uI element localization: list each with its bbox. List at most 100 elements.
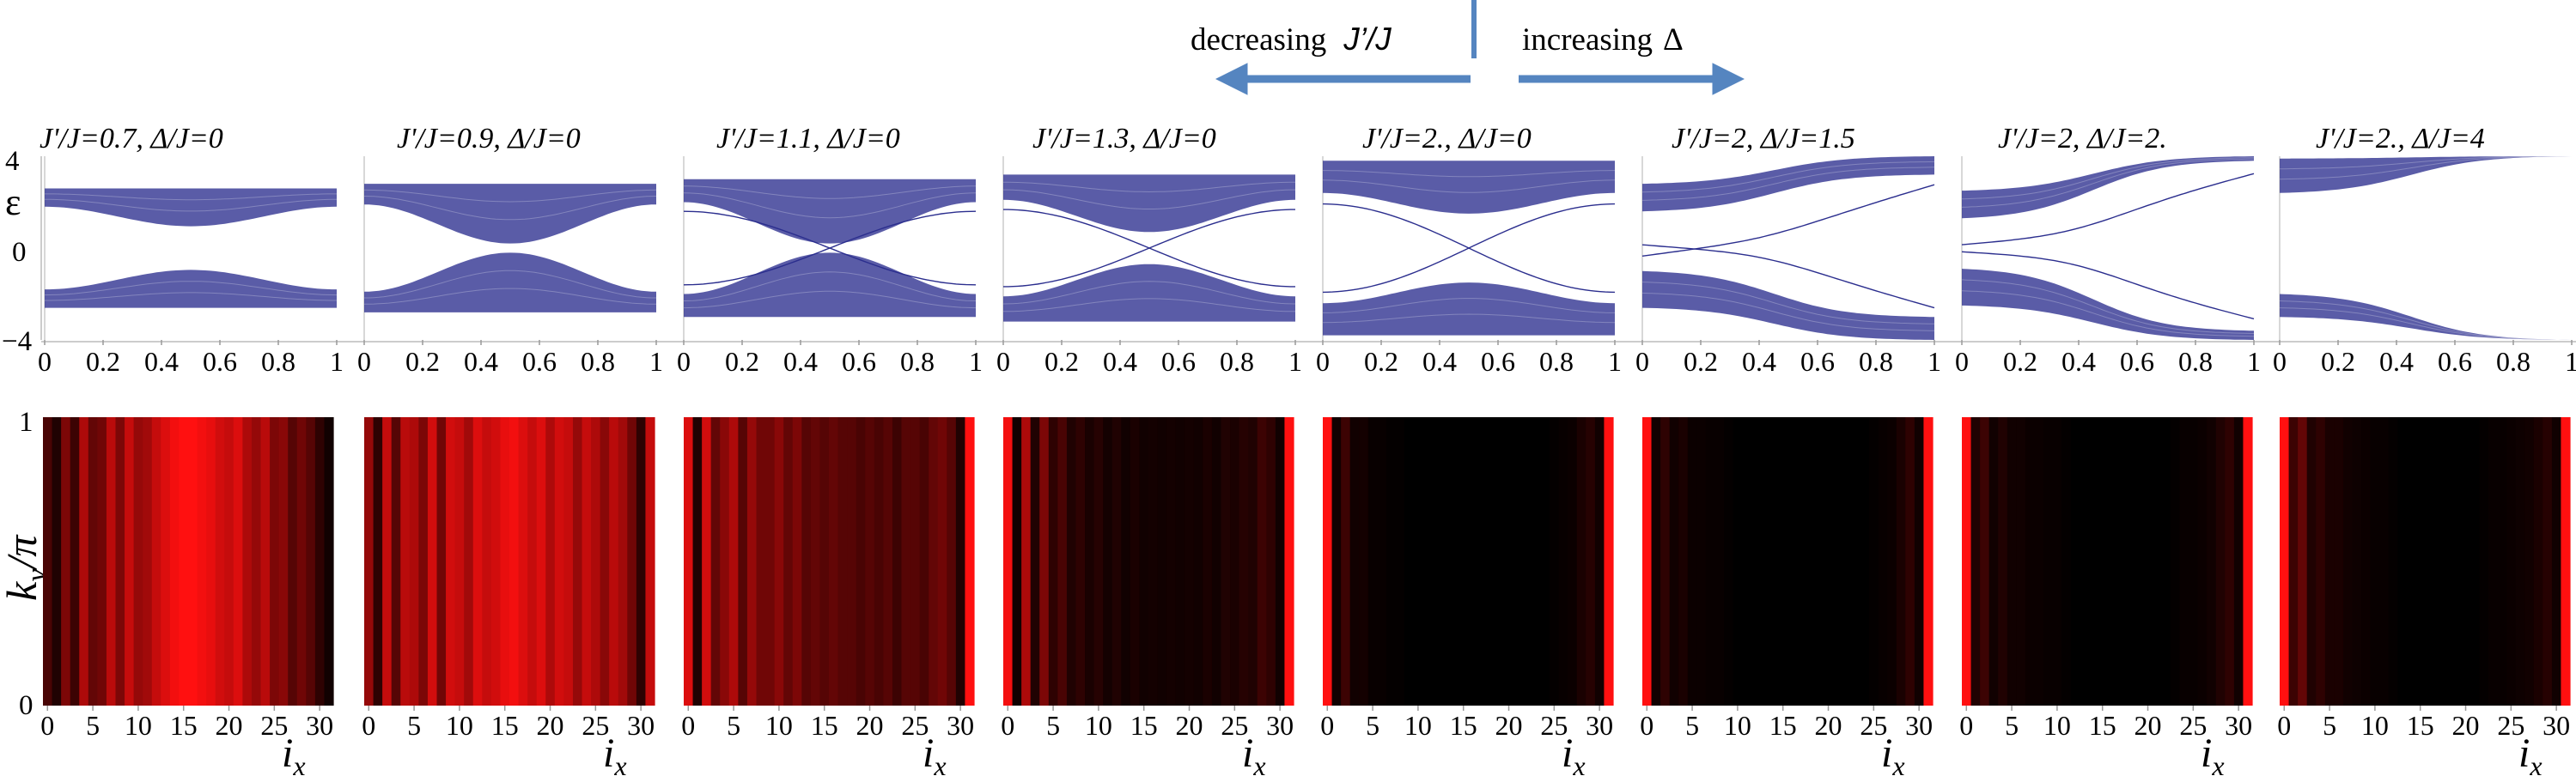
map-x-tick-label: 20 <box>1176 710 1203 741</box>
band-subline <box>363 288 657 305</box>
band-subline <box>45 292 337 301</box>
band-panel <box>1322 156 1616 340</box>
heatmap-column <box>1905 417 1915 706</box>
map-x-tick-label: 10 <box>2043 710 2071 741</box>
map-x-tick-label: 0 <box>1959 710 1973 741</box>
map-x-label-sub: x <box>292 750 305 776</box>
heatmap-column <box>2425 417 2435 706</box>
band-subline <box>2279 307 2573 341</box>
heatmap-column <box>143 417 153 706</box>
band-x-tick-label: 0.4 <box>464 346 498 377</box>
heatmap-column <box>1157 417 1167 706</box>
header-right-math: Δ <box>1663 22 1684 58</box>
band-x-tick-label: 0.6 <box>203 346 237 377</box>
heatmap-column <box>490 417 502 706</box>
map-panels <box>43 417 2571 706</box>
lower-band <box>2280 294 2572 340</box>
map-x-tick-label: 5 <box>407 710 421 741</box>
map-x-tick-label: 0 <box>1320 710 1334 741</box>
heatmap-column <box>233 417 243 706</box>
upper-band <box>364 184 656 244</box>
heatmap-column <box>710 417 721 706</box>
heatmap-column <box>2016 417 2026 706</box>
heatmap-column <box>1395 417 1405 706</box>
upper-band <box>1323 161 1615 214</box>
band-subline <box>1961 158 2255 208</box>
band-x-tick-label: 0.4 <box>1742 346 1776 377</box>
band-x-tick-label: 0 <box>357 346 371 377</box>
heatmap-column <box>1257 417 1267 706</box>
band-subline <box>2279 155 2572 180</box>
band-subline <box>44 281 338 296</box>
heatmap-column <box>1266 417 1276 706</box>
map-x-tick-label: 25 <box>2497 710 2524 741</box>
heatmap-column <box>910 417 921 706</box>
heatmap-column <box>829 417 839 706</box>
map-x-tick-label: 20 <box>2134 710 2162 741</box>
heatmap-column <box>883 417 893 706</box>
heatmap-column <box>296 417 307 706</box>
heatmap-column <box>2515 417 2525 706</box>
heatmap-column <box>856 417 866 706</box>
heatmap-column <box>2070 417 2080 706</box>
heatmap-column <box>197 417 207 706</box>
heatmap-column <box>756 417 766 706</box>
heatmap-column <box>2225 417 2235 706</box>
heatmap-column <box>847 417 857 706</box>
heatmap-column <box>2143 417 2153 706</box>
heatmap-column <box>400 417 411 706</box>
heatmap-column <box>2370 417 2380 706</box>
heatmap-column <box>2134 417 2144 706</box>
band-x-tick-label: 0.6 <box>522 346 557 377</box>
heatmap-column <box>536 417 546 706</box>
band-x-tick-label: 0 <box>1955 346 1969 377</box>
heatmap-column <box>1139 417 1149 706</box>
heatmap-column <box>1687 417 1697 706</box>
heatmap-column <box>1477 417 1487 706</box>
heatmap-column <box>1714 417 1725 706</box>
heatmap-column <box>2233 417 2244 706</box>
heatmap-column <box>774 417 784 706</box>
map-x-tick-label: 30 <box>947 710 974 741</box>
upper-band <box>2280 156 2572 193</box>
map-x-tick-label: 25 <box>2179 710 2207 741</box>
band-x-tick-label: 1 <box>1288 346 1302 377</box>
heatmap-column <box>810 417 821 706</box>
map-x-tick-label: 5 <box>1046 710 1060 741</box>
heatmap-column <box>1705 417 1716 706</box>
heatmap-column <box>472 417 483 706</box>
heatmap-column <box>1869 417 1879 706</box>
heatmap-column <box>324 417 334 706</box>
band-x-tick-label: 0.6 <box>1161 346 1196 377</box>
map-x-tick-label: 15 <box>1769 710 1797 741</box>
map-x-label-main: i <box>2201 731 2212 776</box>
map-x-axis-label: ix <box>923 731 947 776</box>
edge-state <box>1322 203 1616 294</box>
heatmap-column <box>1651 417 1661 706</box>
band-panel <box>363 156 657 340</box>
map-x-tick-label: 30 <box>1905 710 1933 741</box>
band-subline <box>1323 170 1615 178</box>
heatmap-column <box>1642 417 1653 706</box>
heatmap-column <box>70 417 80 706</box>
heatmap-column <box>2288 417 2299 706</box>
heatmap-column <box>314 417 326 706</box>
heatmap-column <box>133 417 143 706</box>
band-subline <box>2279 300 2573 341</box>
heatmap-panel <box>1642 417 1934 706</box>
heatmap-column <box>242 417 253 706</box>
heatmap-column <box>1914 417 1925 706</box>
heatmap-column <box>1203 417 1213 706</box>
heatmap-column <box>1531 417 1542 706</box>
heatmap-column <box>79 417 89 706</box>
heatmap-column <box>1850 417 1861 706</box>
heatmap-column <box>554 417 564 706</box>
heatmap-column <box>1012 417 1022 706</box>
heatmap-column <box>1522 417 1532 706</box>
map-x-tick-label: 20 <box>1495 710 1523 741</box>
heatmap-column <box>500 417 510 706</box>
band-subline <box>1002 181 1296 193</box>
map-x-tick-label: 20 <box>1815 710 1842 741</box>
map-x-axis-label: ix <box>1881 731 1905 776</box>
band-subline <box>1641 161 1935 193</box>
